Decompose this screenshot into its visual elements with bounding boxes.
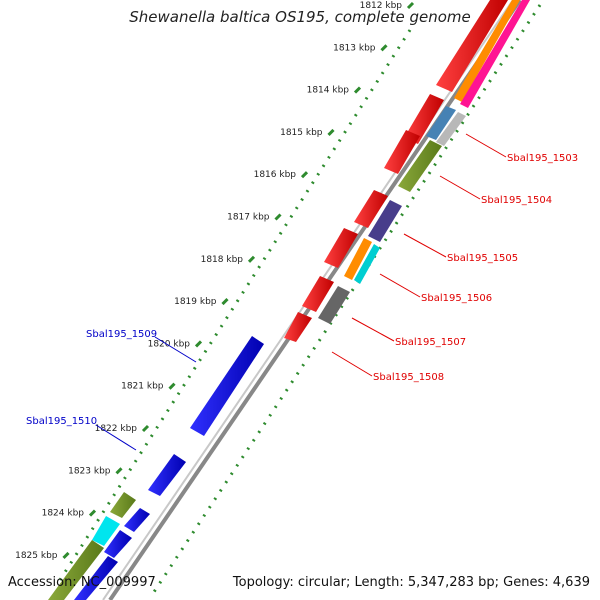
tick-mark (115, 467, 123, 475)
tick-label: 1815 kbp (280, 128, 323, 138)
tick-mark (327, 128, 335, 136)
tick-label: 1819 kbp (174, 297, 217, 307)
tick-mark (274, 213, 282, 221)
gene-label[interactable]: Sbal195_1509 (86, 329, 157, 340)
gene-label[interactable]: Sbal195_1503 (507, 153, 578, 164)
tick-label: 1817 kbp (227, 213, 270, 223)
gene-label[interactable]: Sbal195_1505 (447, 253, 518, 264)
tick-mark (141, 424, 150, 433)
tick-label: 1824 kbp (42, 509, 85, 519)
gene-olive[interactable] (48, 540, 104, 600)
gene-label[interactable]: Sbal195_1510 (26, 416, 97, 427)
tick-label: 1823 kbp (68, 466, 111, 476)
tick-label: 1822 kbp (95, 424, 138, 434)
page-title: Shewanella baltica OS195, complete genom… (129, 8, 471, 26)
gene-red[interactable] (302, 276, 334, 312)
forward-genes (284, 0, 530, 342)
tick-mark (168, 382, 176, 390)
gene-blue[interactable] (124, 508, 150, 532)
gene-label[interactable]: Sbal195_1507 (395, 337, 466, 348)
gene-red[interactable] (324, 228, 358, 268)
gene-red[interactable] (354, 190, 388, 228)
gene-steelblue[interactable] (426, 106, 456, 140)
tick-label: 1820 kbp (148, 339, 191, 349)
gene-orange[interactable] (454, 0, 520, 102)
gene-blue[interactable] (190, 336, 264, 436)
tick-mark (62, 551, 70, 559)
tick-label: 1812 kbp (360, 1, 403, 11)
gene-orange[interactable] (344, 238, 372, 280)
gene-label[interactable]: Sbal195_1504 (481, 195, 552, 206)
tick-mark (406, 1, 415, 10)
tick-mark (353, 86, 362, 94)
gene-red[interactable] (404, 94, 444, 144)
gene-olive[interactable] (398, 140, 442, 192)
feature-track (148, 4, 542, 599)
tick-label: 1816 kbp (254, 170, 297, 180)
tick-mark (88, 509, 97, 517)
gene-red[interactable] (436, 0, 508, 92)
tick-label: 1825 kbp (15, 551, 58, 561)
genome-summary: Topology: circular; Length: 5,347,283 bp… (232, 575, 590, 590)
gene-silver[interactable] (436, 112, 466, 146)
gene-blue[interactable] (74, 556, 118, 600)
accession-text: Accession: NC_009997 (8, 575, 156, 590)
gene-red[interactable] (384, 130, 420, 174)
gene-cyan[interactable] (92, 516, 120, 546)
tick-label: 1821 kbp (121, 382, 164, 392)
gene-label[interactable]: Sbal195_1506 (421, 293, 492, 304)
reverse-genes (48, 336, 264, 600)
gene-gray[interactable] (318, 286, 350, 324)
gene-slateblue[interactable] (368, 200, 402, 242)
gene-blue[interactable] (104, 530, 132, 558)
tick-mark (194, 340, 203, 348)
tick-label: 1814 kbp (307, 86, 350, 96)
gene-red[interactable] (284, 312, 312, 342)
tick-mark (247, 255, 256, 263)
gene-olive[interactable] (110, 492, 136, 518)
tick-mark (221, 298, 229, 306)
gene-label[interactable]: Sbal195_1508 (373, 372, 444, 383)
gene-blue[interactable] (148, 454, 186, 496)
tick-label: 1818 kbp (201, 255, 244, 265)
gene-cyan[interactable] (354, 244, 380, 284)
gene-pink[interactable] (460, 0, 530, 108)
tick-track (58, 29, 412, 581)
tick-label: 1813 kbp (333, 43, 376, 53)
tick-mark (300, 171, 309, 179)
tick-mark (380, 44, 388, 52)
leader-lines (95, 133, 507, 451)
